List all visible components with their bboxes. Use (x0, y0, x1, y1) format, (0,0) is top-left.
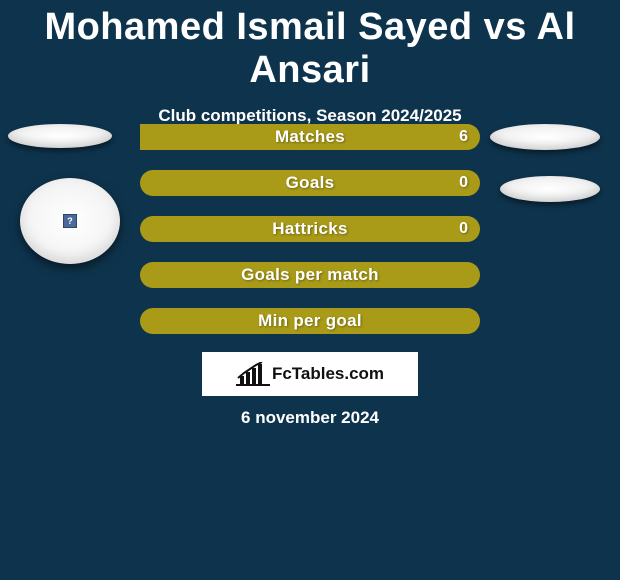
brand-text: FcTables.com (272, 364, 384, 384)
left-player-placeholder (20, 178, 120, 264)
stat-bar: Goals0 (140, 170, 480, 196)
page-title: Mohamed Ismail Sayed vs Al Ansari (0, 0, 620, 92)
right-flag-placeholder-2 (500, 176, 600, 202)
stat-bar-label: Goals per match (140, 262, 480, 288)
stat-bars: Matches6Goals0Hattricks0Goals per matchM… (140, 124, 480, 354)
footer-date: 6 november 2024 (0, 408, 620, 428)
stat-bar-label: Hattricks (140, 216, 480, 242)
missing-image-icon (63, 214, 77, 228)
right-flag-placeholder-1 (490, 124, 600, 150)
stat-bar: Matches6 (140, 124, 480, 150)
stat-bar: Goals per match (140, 262, 480, 288)
stat-bar: Hattricks0 (140, 216, 480, 242)
stat-bar: Min per goal (140, 308, 480, 334)
comparison-widget: Mohamed Ismail Sayed vs Al Ansari Club c… (0, 0, 620, 580)
left-flag-placeholder-1 (8, 124, 112, 148)
bars-icon (236, 362, 270, 386)
stat-bar-label: Matches (140, 124, 480, 150)
stat-bar-label: Goals (140, 170, 480, 196)
stat-bar-value-right: 0 (459, 216, 468, 242)
stat-bar-label: Min per goal (140, 308, 480, 334)
brand-logo[interactable]: FcTables.com (202, 352, 418, 396)
stat-bar-value-right: 0 (459, 170, 468, 196)
page-subtitle: Club competitions, Season 2024/2025 (0, 106, 620, 126)
stat-bar-value-right: 6 (459, 124, 468, 150)
